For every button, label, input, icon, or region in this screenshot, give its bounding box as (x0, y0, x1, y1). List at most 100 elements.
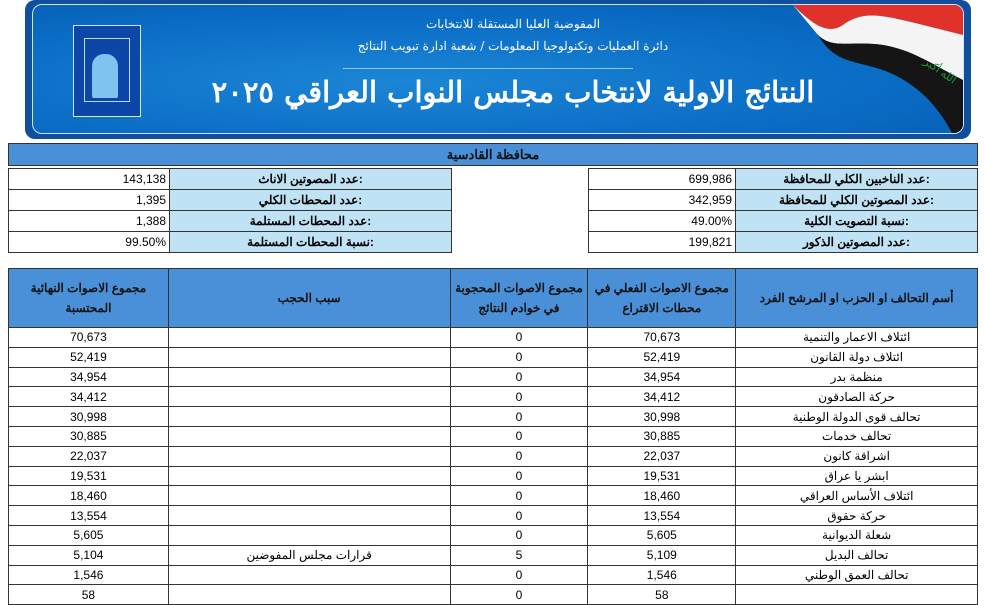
table-row: 1,546 0 1,546 تحالف العمق الوطني (8, 564, 978, 586)
cell-reason (167, 386, 451, 408)
table-row: 34,412 0 34,412 حركة الصادقون (8, 386, 978, 408)
summary-label: عدد المصوتين الاناث: (169, 168, 452, 190)
table-row: 30,998 0 30,998 تحالف قوى الدولة الوطنية (8, 406, 978, 427)
cell-name: حركة حقوق (735, 505, 978, 526)
cell-final: 5,104 (8, 544, 169, 566)
summary-left: 143,138 عدد المصوتين الاناث: 1,395 عدد المح… (8, 168, 452, 253)
cell-blocked: 0 (449, 584, 589, 605)
cell-actual: 52,419 (587, 346, 737, 368)
cell-actual: 5,605 (587, 524, 737, 546)
cell-name: ائتلاف الأساس العراقي (735, 485, 978, 507)
cell-final: 34,412 (8, 386, 169, 408)
cell-reason (167, 505, 451, 526)
cell-actual: 18,460 (587, 485, 737, 507)
cell-reason (167, 445, 451, 467)
summary-value: 199,821 (588, 231, 736, 253)
header-banner: الله أكبر المفوضية العليا المستقلة للانت… (25, 0, 971, 139)
cell-actual: 30,998 (587, 406, 737, 427)
summary-row: 1,388 عدد المحطات المستلمة: (8, 210, 452, 232)
cell-name: ابشر يا عراق (735, 465, 978, 487)
cell-name: ائتلاف الاعمار والتنمية (735, 327, 978, 348)
cell-blocked: 0 (449, 366, 589, 388)
cell-name (735, 584, 978, 605)
iraq-flag-icon: الله أكبر (793, 5, 963, 133)
cell-final: 58 (8, 584, 169, 605)
summary-row: 143,138 عدد المصوتين الاناث: (8, 168, 452, 190)
summary-value: 143,138 (8, 168, 170, 190)
cell-blocked: 0 (449, 406, 589, 427)
cell-actual: 58 (587, 584, 737, 605)
table-row: 58 0 58 (8, 584, 978, 605)
cell-final: 22,037 (8, 445, 169, 467)
summary-row: 1,395 عدد المحطات الكلي: (8, 189, 452, 211)
cell-actual: 22,037 (587, 445, 737, 467)
cell-blocked: 0 (449, 445, 589, 467)
cell-final: 30,998 (8, 406, 169, 427)
cell-blocked: 0 (449, 425, 589, 447)
cell-blocked: 0 (449, 346, 589, 368)
cell-name: حركة الصادقون (735, 386, 978, 408)
cell-actual: 34,954 (587, 366, 737, 388)
col-name: أسم التحالف او الحزب او المرشح الفرد (735, 268, 978, 328)
table-row: 5,104 قرارات مجلس المفوضين 5 5,109 تحالف الب… (8, 544, 978, 566)
cell-final: 19,531 (8, 465, 169, 487)
cell-reason: قرارات مجلس المفوضين (167, 544, 451, 566)
cell-name: ائتلاف دولة القانون (735, 346, 978, 368)
table-row: 19,531 0 19,531 ابشر يا عراق (8, 465, 978, 487)
summary-value: 1,388 (8, 210, 170, 232)
table-row: 34,954 0 34,954 منظمة بدر (8, 366, 978, 388)
cell-final: 52,419 (8, 346, 169, 368)
table-row: 30,885 0 30,885 تحالف خدمات (8, 425, 978, 447)
cell-blocked: 5 (449, 544, 589, 566)
summary-row: 199,821 عدد المصوتين الذكور: (588, 231, 978, 253)
cell-final: 30,885 (8, 425, 169, 447)
cell-name: تحالف البديل (735, 544, 978, 566)
summary-right: 699,986 عدد الناخبين الكلي للمحافظة: 342,9… (588, 168, 978, 253)
cell-reason (167, 425, 451, 447)
table-row: 70,673 0 70,673 ائتلاف الاعمار والتنمية (8, 327, 978, 348)
cell-actual: 30,885 (587, 425, 737, 447)
summary-row: 342,959 عدد المصوتين الكلي للمحافظة: (588, 189, 978, 211)
ihec-logo (73, 25, 141, 117)
cell-final: 1,546 (8, 564, 169, 586)
summary-label: عدد الناخبين الكلي للمحافظة: (735, 168, 978, 190)
cell-blocked: 0 (449, 327, 589, 348)
cell-final: 70,673 (8, 327, 169, 348)
cell-blocked: 0 (449, 564, 589, 586)
cell-actual: 5,109 (587, 544, 737, 566)
cell-name: شعلة الديوانية (735, 524, 978, 546)
cell-reason (167, 584, 451, 605)
cell-name: اشراقة كانون (735, 445, 978, 467)
cell-reason (167, 406, 451, 427)
summary-value: 49.00% (588, 210, 736, 232)
cell-actual: 19,531 (587, 465, 737, 487)
table-row: 5,605 0 5,605 شعلة الديوانية (8, 524, 978, 546)
page-title: النتائج الاولية لانتخاب مجلس النواب العر… (211, 75, 815, 109)
cell-name: تحالف خدمات (735, 425, 978, 447)
table-row: 52,419 0 52,419 ائتلاف دولة القانون (8, 346, 978, 368)
commission-name: المفوضية العليا المستقلة للانتخابات (425, 17, 601, 31)
cell-blocked: 0 (449, 524, 589, 546)
summary-row: 49.00% نسبة التصويت الكلية: (588, 210, 978, 232)
summary-value: 1,395 (8, 189, 170, 211)
summary-value: 99.50% (8, 231, 170, 253)
col-reason: سبب الحجب (167, 268, 451, 328)
summary-row: 699,986 عدد الناخبين الكلي للمحافظة: (588, 168, 978, 190)
summary-label: نسبة المحطات المستلمة: (169, 231, 452, 253)
col-final: مجموع الاصوات النهائية المحتسبة (8, 268, 169, 328)
summary-label: عدد المصوتين الكلي للمحافظة: (735, 189, 978, 211)
cell-reason (167, 485, 451, 507)
cell-actual: 1,546 (587, 564, 737, 586)
divider (343, 68, 633, 69)
cell-name: منظمة بدر (735, 366, 978, 388)
cell-actual: 13,554 (587, 505, 737, 526)
summary-row: 99.50% نسبة المحطات المستلمة: (8, 231, 452, 253)
cell-actual: 70,673 (587, 327, 737, 348)
summary-value: 699,986 (588, 168, 736, 190)
cell-final: 34,954 (8, 366, 169, 388)
cell-name: تحالف العمق الوطني (735, 564, 978, 586)
cell-blocked: 0 (449, 485, 589, 507)
table-row: 22,037 0 22,037 اشراقة كانون (8, 445, 978, 467)
table-row: 18,460 0 18,460 ائتلاف الأساس العراقي (8, 485, 978, 507)
results-table: مجموع الاصوات النهائية المحتسبة سبب الحج… (8, 268, 978, 605)
